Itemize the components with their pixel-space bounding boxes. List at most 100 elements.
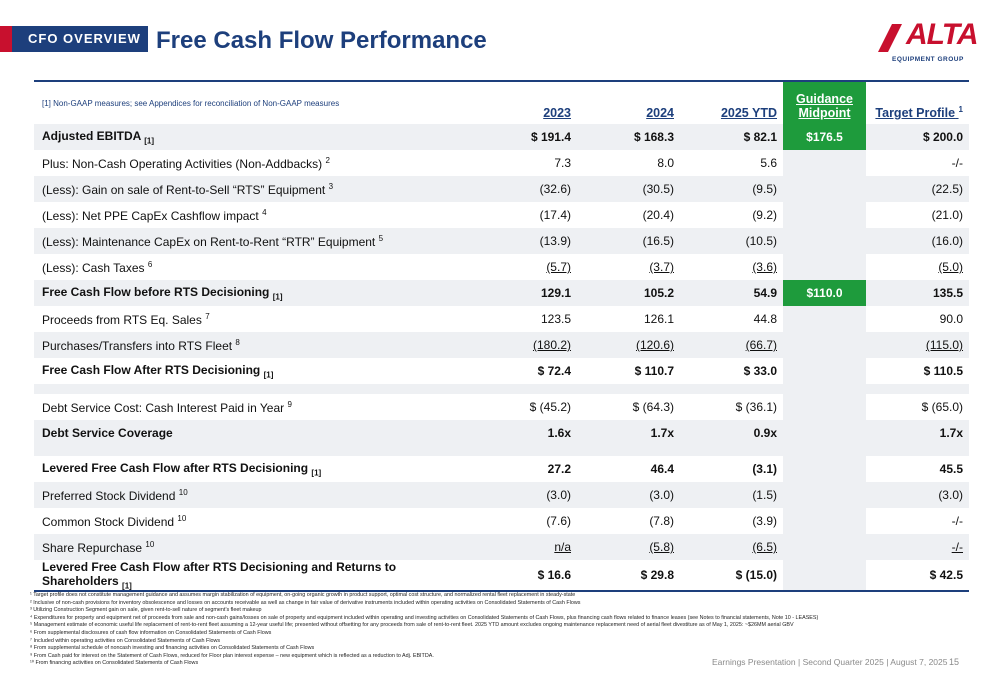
section-tag: CFO OVERVIEW [0, 26, 148, 52]
cell-2025-ytd: (9.2) [752, 208, 777, 222]
cell-2025-ytd: 54.9 [680, 280, 783, 306]
row-label: Adjusted EBITDA [1] [34, 124, 474, 150]
cell-2023: 27.2 [547, 462, 571, 476]
col-header-target: Target Profile 1 [875, 104, 963, 120]
logo-subtitle: EQUIPMENT GROUP [892, 56, 964, 63]
fcf-table: [1] Non-GAAP measures; see Appendices fo… [34, 80, 969, 593]
cell-guidance [783, 534, 866, 560]
cell-target: (115.0) [866, 332, 969, 358]
col-header-2024: 2024 [646, 106, 674, 120]
footnote-item: ⁸ From supplemental schedule of noncash … [30, 645, 315, 652]
cell-2024: 1.7x [577, 420, 680, 446]
cell-2025-ytd: (9.5) [680, 176, 783, 202]
row-label: Proceeds from RTS Eq. Sales 7 [42, 311, 210, 327]
cell-2024: (3.0) [577, 482, 680, 508]
row-label: Share Repurchase 10 [34, 534, 474, 560]
cell-2023: (32.6) [474, 176, 577, 202]
cell-guidance [783, 560, 866, 591]
cell-target: $ 200.0 [866, 124, 969, 150]
cell-guidance [783, 394, 866, 420]
row-label: Common Stock Dividend 10 [42, 513, 187, 529]
footnote-item: ⁶ From supplemental disclosures of cash … [30, 629, 272, 636]
cell-2025-ytd: (3.1) [752, 462, 777, 476]
cell-target: (16.0) [866, 228, 969, 254]
cell-2025-ytd: (6.5) [680, 534, 783, 560]
table-row: Common Stock Dividend 10 (7.6) (7.8) (3.9) -… [34, 508, 969, 534]
footnote-item: ¹⁰ From financing activities on Consolid… [30, 660, 199, 667]
cell-guidance: $110.0 [783, 280, 866, 306]
cell-2024: $ 29.8 [640, 568, 674, 583]
cell-target: -/- [866, 534, 969, 560]
row-label: Preferred Stock Dividend 10 [34, 482, 474, 508]
table-row: (Less): Maintenance CapEx on Rent-to-Ren… [34, 228, 969, 254]
cell-2025-ytd: (1.5) [680, 482, 783, 508]
row-label: Free Cash Flow before RTS Decisioning [1… [34, 280, 474, 306]
cell-2024: (3.7) [649, 260, 674, 274]
table-row: (Less): Net PPE CapEx Cashflow impact 4 (… [34, 202, 969, 228]
footnote-item: ⁷ Included within operating activities o… [30, 637, 221, 644]
cell-2023: $ 72.4 [537, 364, 571, 378]
cell-2025-ytd: 44.8 [753, 312, 777, 326]
row-label: Debt Service Coverage [34, 420, 474, 446]
slide-header: CFO OVERVIEW Free Cash Flow Performance … [0, 0, 1000, 76]
cell-2025-ytd: 0.9x [680, 420, 783, 446]
cell-2023: (3.0) [474, 482, 577, 508]
cell-2023: $ 191.4 [474, 124, 577, 150]
cell-2024: 126.1 [643, 312, 674, 326]
cell-target: 90.0 [939, 312, 963, 326]
table-row: Debt Service Cost: Cash Interest Paid in… [34, 394, 969, 420]
cell-2024: $ 110.7 [634, 364, 674, 378]
cell-2025-ytd: $ (36.1) [735, 400, 777, 414]
cell-target: (5.0) [938, 260, 963, 274]
cell-target: (3.0) [866, 482, 969, 508]
cell-2024: (7.8) [649, 514, 674, 528]
cell-guidance [783, 508, 866, 534]
table-bottom-rule [34, 590, 969, 593]
footnote-item: ² Inclusive of non-cash provisions for i… [30, 599, 581, 606]
row-label: (Less): Cash Taxes 6 [42, 259, 153, 275]
footnote-item: ⁹ From Cash paid for interest on the Sta… [30, 652, 434, 659]
cell-guidance [783, 332, 866, 358]
col-header-guidance: Guidance Midpoint [783, 82, 866, 124]
table-row: (Less): Gain on sale of Rent-to-Sell “RT… [34, 176, 969, 202]
cell-guidance [783, 228, 866, 254]
cell-target: (22.5) [866, 176, 969, 202]
cell-2024: 105.2 [577, 280, 680, 306]
cell-guidance [783, 150, 866, 176]
page-title: Free Cash Flow Performance [156, 27, 487, 54]
cell-2025-ytd: (3.9) [752, 514, 777, 528]
cell-2023: 129.1 [474, 280, 577, 306]
page-number: 15 [949, 657, 960, 667]
table-row: Free Cash Flow After RTS Decisioning [1]… [34, 358, 969, 384]
cell-target: (21.0) [931, 208, 963, 222]
non-gaap-note: [1] Non-GAAP measures; see Appendices fo… [42, 98, 340, 108]
cell-target: $ 42.5 [929, 568, 963, 583]
cell-2025-ytd: (3.6) [752, 260, 777, 274]
footnote-item: ⁵ Management estimate of economic useful… [30, 622, 794, 629]
row-label: (Less): Net PPE CapEx Cashflow impact 4 [42, 207, 267, 223]
table-row: Levered Free Cash Flow after RTS Decisio… [34, 456, 969, 482]
table-row: Levered Free Cash Flow after RTS Decisio… [34, 560, 969, 591]
cell-2025-ytd: (10.5) [680, 228, 783, 254]
table-row: (Less): Cash Taxes 6 (5.7) (3.7) (3.6) (5.0) [34, 254, 969, 280]
cell-2025-ytd: (66.7) [680, 332, 783, 358]
company-logo: ALTA EQUIPMENT GROUP [876, 18, 979, 66]
cell-target: 135.5 [866, 280, 969, 306]
row-label: Levered Free Cash Flow after RTS Decisio… [42, 560, 397, 591]
cell-target: $ (65.0) [921, 400, 963, 414]
cell-2025-ytd: $ 82.1 [680, 124, 783, 150]
cell-2025-ytd: $ (15.0) [735, 568, 777, 583]
cell-2023: (13.9) [474, 228, 577, 254]
cell-2023: (17.4) [539, 208, 571, 222]
cell-2023: n/a [474, 534, 577, 560]
cell-2024: (120.6) [577, 332, 680, 358]
cell-2024: (30.5) [577, 176, 680, 202]
cell-2024: (16.5) [577, 228, 680, 254]
row-label: Levered Free Cash Flow after RTS Decisio… [42, 460, 322, 478]
cell-2024: $ 168.3 [577, 124, 680, 150]
cell-2023: $ (45.2) [529, 400, 571, 414]
cell-2023: 1.6x [474, 420, 577, 446]
cell-2025-ytd: 5.6 [760, 156, 777, 170]
cell-2024: (5.8) [577, 534, 680, 560]
cell-guidance: $176.5 [783, 124, 866, 150]
